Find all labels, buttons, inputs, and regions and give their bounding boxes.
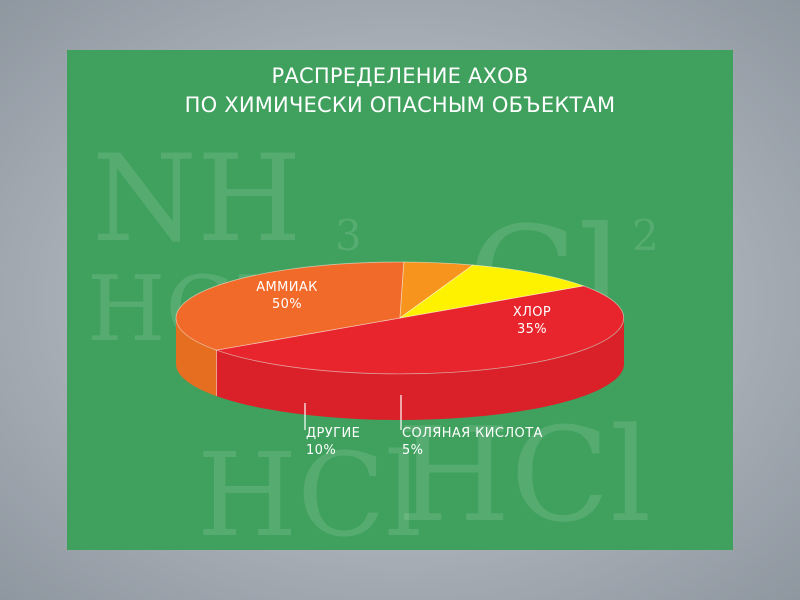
slice-name-ammonia: АММИАК	[256, 280, 318, 295]
watermark-cl2-sub: 2	[632, 211, 659, 260]
slice-name-chlorine: ХЛОР	[512, 305, 552, 320]
slice-name-hydrochloric-acid: СОЛЯНАЯ КИСЛОТА	[402, 426, 543, 441]
slice-value-ammonia: 50%	[271, 297, 303, 312]
pie-slice-хлор	[175, 261, 405, 351]
watermark-hcl-1: HCl	[197, 429, 422, 550]
chart-title-line-1: РАСПРЕДЕЛЕНИЕ АХОВ	[271, 64, 529, 88]
pie-slice-аммиак	[214, 285, 625, 375]
slice-label-hydrochloric-acid: СОЛЯНАЯ КИСЛОТА 5%	[402, 425, 543, 459]
slice-value-other: 10%	[306, 443, 337, 458]
pie-side-1-0	[176, 318, 217, 397]
slide: NH 3 HCN Cl 2 HCl HCl РАСПРЕДЕЛЕНИЕ АХОВ…	[67, 50, 733, 550]
chart-title: РАСПРЕДЕЛЕНИЕ АХОВ ПО ХИМИЧЕСКИ ОПАСНЫМ …	[67, 62, 733, 120]
slice-value-hydrochloric-acid: 5%	[402, 443, 424, 458]
chart-title-line-2: ПО ХИМИЧЕСКИ ОПАСНЫМ ОБЪЕКТАМ	[184, 93, 616, 117]
slice-value-chlorine: 35%	[516, 322, 548, 337]
slice-label-chlorine: ХЛОР 35%	[497, 304, 567, 338]
slice-label-ammonia: АММИАК 50%	[242, 279, 332, 313]
pie-slice-другие	[399, 264, 586, 319]
pie-side-shade-0-0	[216, 318, 624, 420]
slice-label-other: ДРУГИЕ 10%	[306, 425, 360, 459]
pie-chart-3d	[175, 261, 625, 430]
watermark-nh3: NH	[92, 130, 302, 269]
pie-side-0-0	[216, 318, 624, 420]
slice-name-other: ДРУГИЕ	[306, 426, 361, 441]
pie-side-shade-1-0	[176, 318, 217, 397]
watermark-nh3-sub: 3	[335, 211, 362, 260]
watermark-hcl-2: HCl	[397, 399, 651, 550]
